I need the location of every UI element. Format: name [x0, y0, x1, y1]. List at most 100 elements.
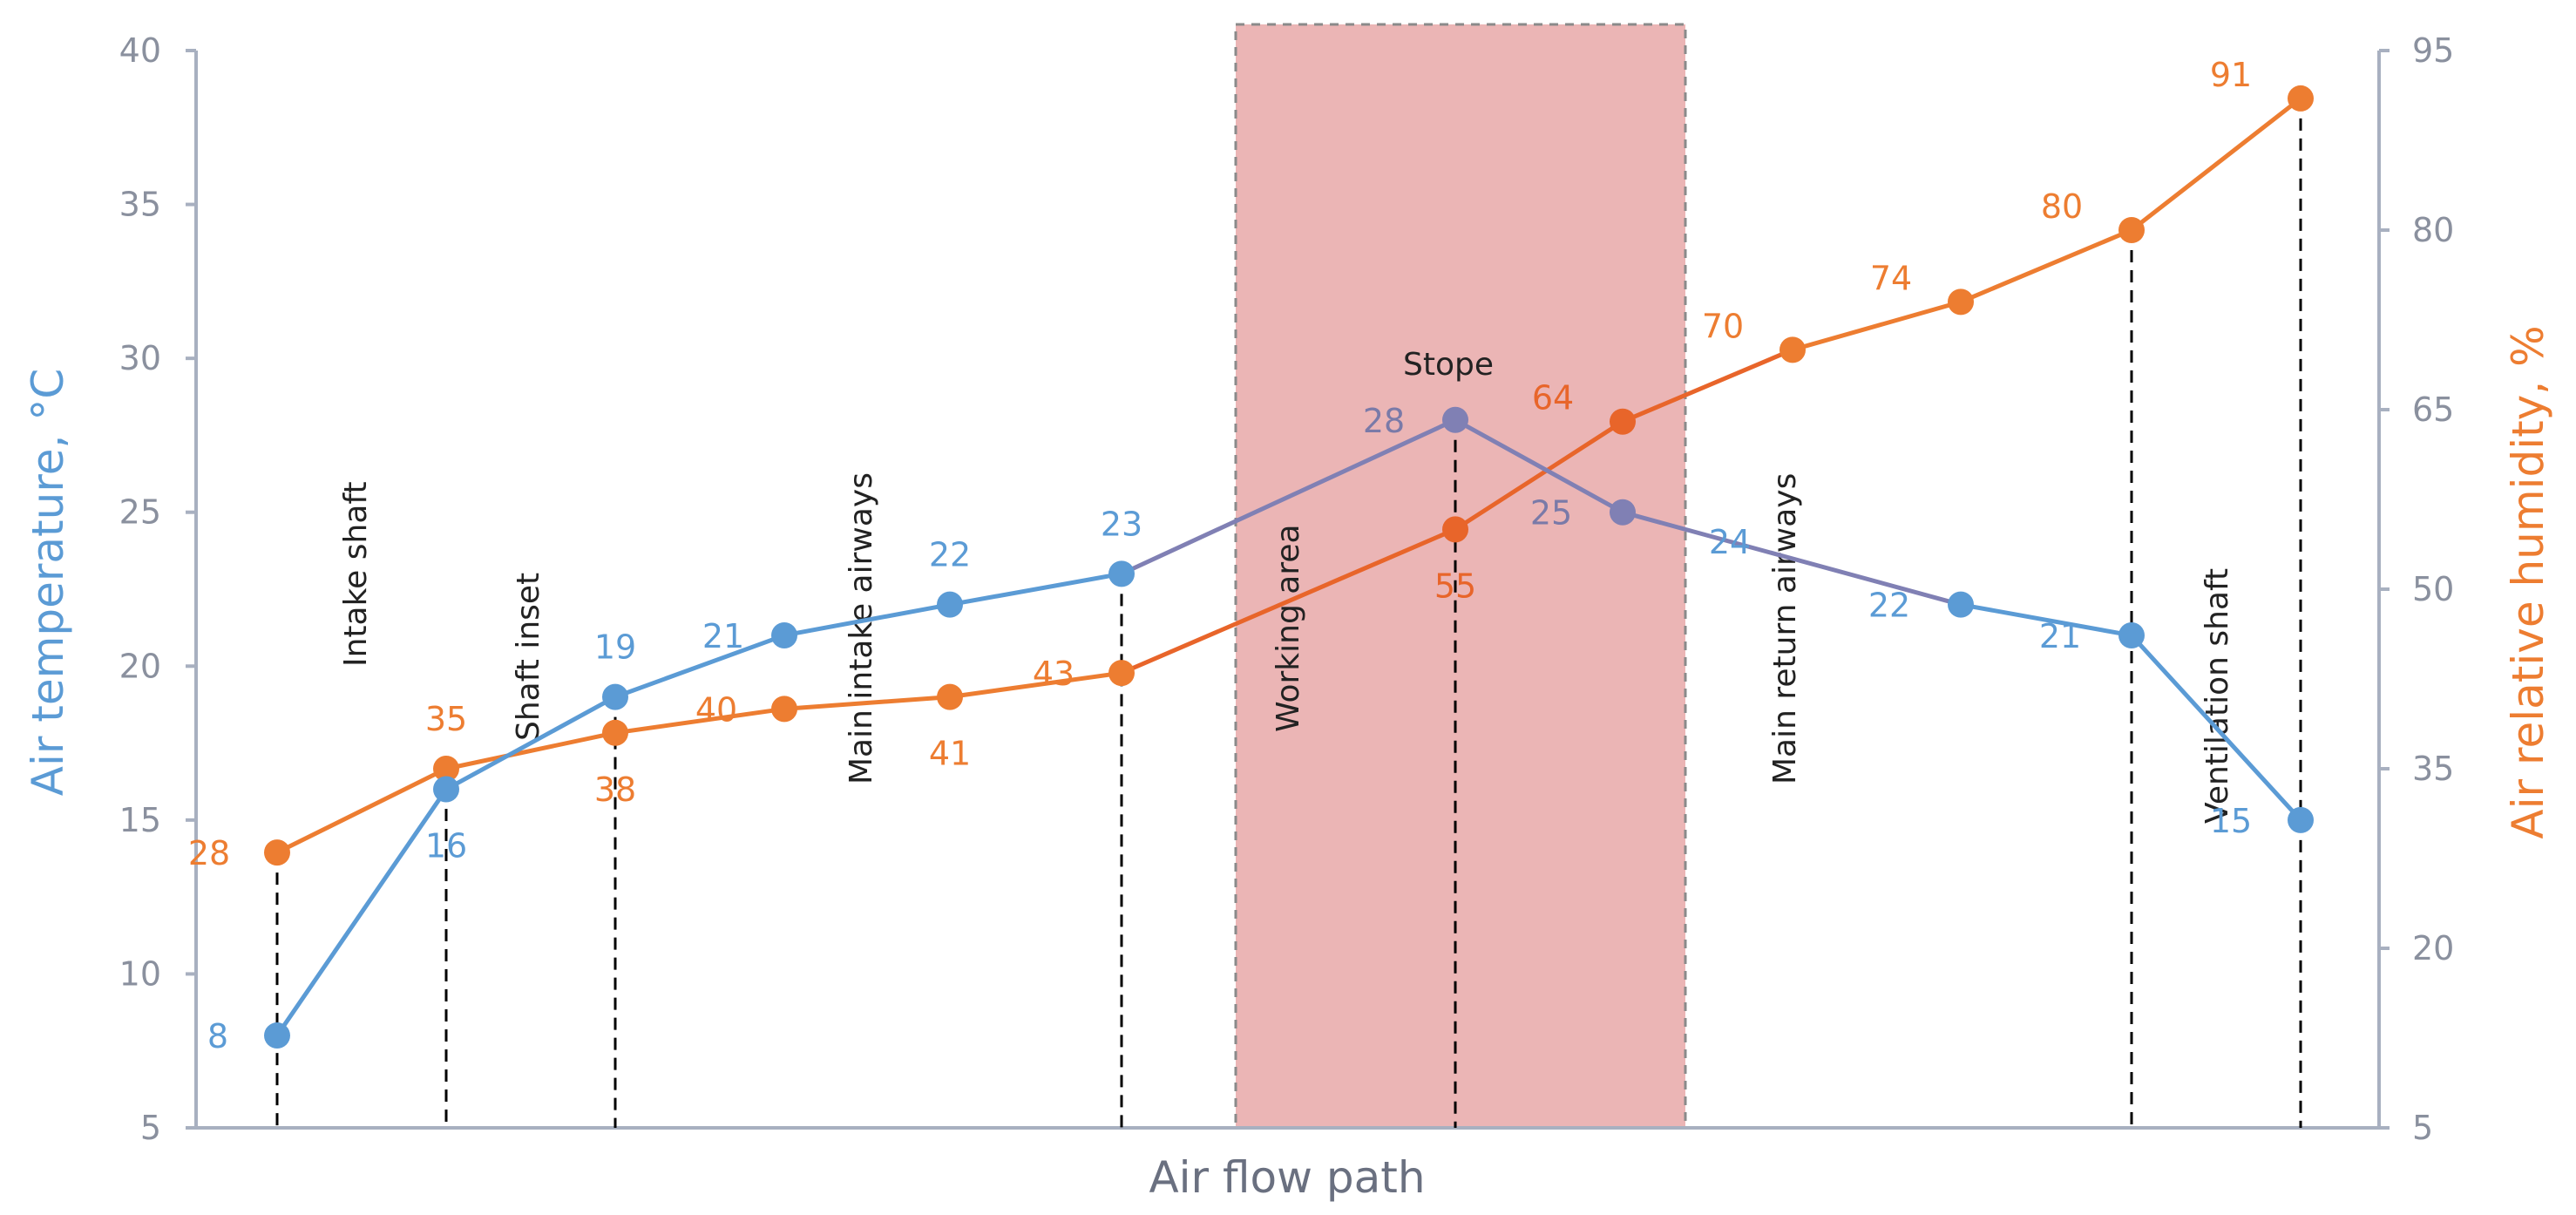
- series-line-segment: [2130, 634, 2302, 822]
- right-tick-label: 35: [2412, 750, 2454, 788]
- data-labels: 8 16 19 21 22 23 28 25 24 22 21 15 28 35 38 40 41 43 55 64 7…: [188, 56, 2252, 1055]
- temperature-data-label: 21: [702, 617, 744, 655]
- data-point: [2288, 85, 2314, 112]
- data-point: [1108, 560, 1135, 587]
- left-tick-label: 15: [119, 801, 161, 839]
- data-point: [1610, 408, 1636, 435]
- temperature-data-label: 19: [594, 628, 636, 667]
- humidity-data-label: 70: [1702, 307, 1744, 345]
- data-point: [937, 591, 963, 618]
- series-line-segment: [614, 706, 785, 736]
- data-point: [2288, 806, 2314, 833]
- series-line-segment: [445, 730, 616, 771]
- humidity-data-label: 35: [425, 700, 467, 738]
- right-tick-label: 20: [2412, 929, 2454, 967]
- series-line-segment: [783, 602, 951, 638]
- data-point: [2118, 621, 2145, 648]
- data-point: [937, 683, 963, 710]
- series-line-segment: [2130, 96, 2302, 232]
- left-tick-label: 35: [119, 186, 161, 224]
- temperature-data-label: 16: [425, 827, 467, 865]
- right-tick-label: 95: [2412, 31, 2454, 70]
- data-point: [1948, 591, 1974, 618]
- data-point: [2118, 217, 2145, 243]
- humidity-data-label: 43: [1033, 655, 1074, 693]
- data-point: [264, 839, 290, 866]
- series-line-segment: [275, 788, 449, 1037]
- left-tick-label: 20: [119, 647, 161, 685]
- series-air-relative-humidity: [264, 85, 2314, 866]
- data-point: [264, 1022, 290, 1049]
- humidity-data-label: 38: [594, 770, 636, 809]
- temperature-data-label: 22: [929, 536, 971, 574]
- right-tick-label: 65: [2412, 390, 2454, 429]
- annotation-working-area: Working area: [1271, 524, 1306, 732]
- right-axis-ticks: 5 20 35 50 65 80 95: [2379, 31, 2454, 1147]
- humidity-data-label: 40: [695, 690, 737, 729]
- working-area-region: [1234, 23, 1687, 1130]
- temperature-data-label: 23: [1101, 505, 1142, 543]
- series-line-segment: [1960, 602, 2132, 638]
- series-line-segment: [1121, 527, 1456, 675]
- left-tick-label: 40: [119, 31, 161, 70]
- annotation-main-return-airways: Main return airways: [1767, 473, 1803, 784]
- humidity-data-label: 74: [1870, 259, 1912, 297]
- humidity-data-label: 41: [929, 735, 971, 773]
- series-line-segment: [1960, 227, 2132, 304]
- humidity-data-label: 91: [2210, 56, 2252, 94]
- left-axis-ticks: 5 10 15 20 25 30 35 40: [119, 31, 196, 1147]
- temperature-data-label: 24: [1709, 523, 1751, 561]
- series-line-segment: [949, 571, 1122, 608]
- series-line-segment: [444, 695, 617, 791]
- annotation-ventilation-shaft: Ventilation shaft: [2200, 568, 2235, 824]
- humidity-data-label: 80: [2041, 187, 2083, 226]
- temperature-data-label: 22: [1868, 587, 1910, 625]
- series-line-segment: [783, 695, 951, 711]
- left-tick-label: 30: [119, 339, 161, 377]
- series-line-segment: [1622, 348, 1793, 424]
- series-line-segment: [1622, 510, 1962, 608]
- series-line-segment: [275, 766, 448, 855]
- data-point: [602, 719, 628, 746]
- data-point: [1442, 516, 1468, 543]
- data-point: [771, 696, 797, 723]
- right-tick-label: 5: [2412, 1109, 2433, 1147]
- left-tick-label: 10: [119, 954, 161, 993]
- left-axis-title: Air temperature, °C: [23, 369, 73, 797]
- series-line-segment: [1120, 417, 1457, 576]
- right-axis-title: Air relative humidity, %: [2503, 325, 2553, 838]
- data-point: [602, 683, 628, 710]
- annotation-shaft-inset: Shaft inset: [511, 573, 546, 741]
- data-point: [433, 756, 459, 782]
- data-point: [1610, 499, 1636, 526]
- humidity-data-label: 64: [1532, 379, 1574, 417]
- series-line-segment: [949, 670, 1122, 700]
- left-tick-label: 25: [119, 493, 161, 532]
- data-point: [771, 621, 797, 648]
- series-line-segment: [1454, 419, 1624, 532]
- annotation-main-intake-airways: Main intake airways: [844, 472, 879, 784]
- x-axis-title: Air flow path: [1149, 1152, 1425, 1203]
- series-line-segment: [1454, 417, 1624, 514]
- annotation-intake-shaft: Intake shaft: [338, 481, 374, 667]
- data-point: [1442, 406, 1468, 433]
- data-point: [433, 776, 459, 803]
- series-air-temperature: [264, 406, 2314, 1049]
- temperature-data-label: 15: [2210, 802, 2252, 840]
- data-point: [1779, 336, 1806, 363]
- right-tick-label: 50: [2412, 570, 2454, 608]
- humidity-data-label: 28: [188, 834, 230, 872]
- humidity-data-label: 55: [1434, 567, 1476, 605]
- temperature-data-label: 8: [207, 1017, 228, 1055]
- series-line-segment: [614, 633, 785, 699]
- temperature-data-label: 28: [1363, 402, 1405, 440]
- data-point: [1948, 288, 1974, 316]
- data-point: [1108, 660, 1135, 687]
- annotation-stope: Stope: [1403, 347, 1494, 383]
- series-line-segment: [1792, 299, 1962, 352]
- temperature-data-label: 21: [2039, 617, 2081, 655]
- left-tick-label: 5: [140, 1109, 161, 1147]
- temperature-data-label: 25: [1530, 494, 1572, 533]
- right-tick-label: 80: [2412, 211, 2454, 249]
